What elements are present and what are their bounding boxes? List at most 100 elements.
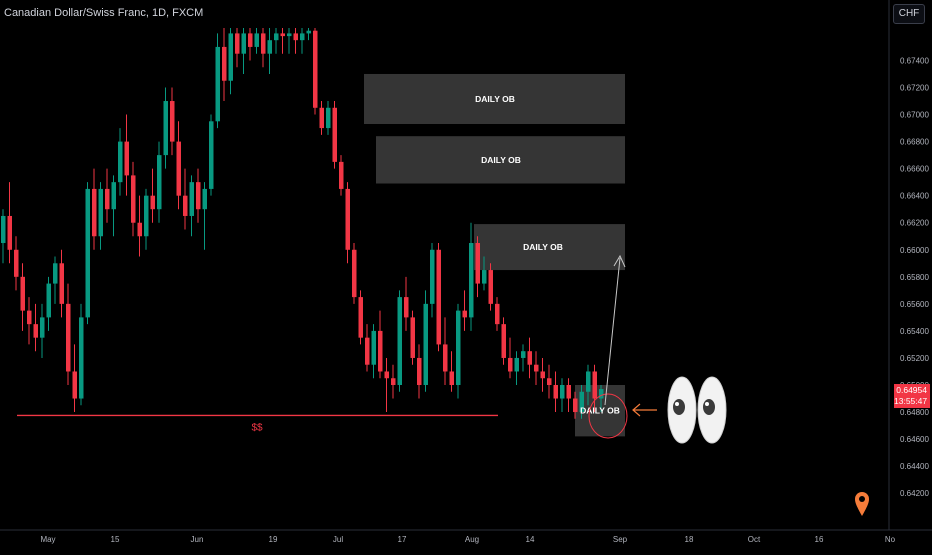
candle-body xyxy=(170,101,175,142)
candle-body xyxy=(521,351,526,358)
x-tick-label: 14 xyxy=(526,535,535,544)
location-pin-icon[interactable] xyxy=(855,492,869,516)
candle-body xyxy=(326,107,331,129)
candle-body xyxy=(118,141,123,183)
candle-body xyxy=(98,188,103,237)
candle-body xyxy=(462,310,467,318)
candle-body xyxy=(163,101,168,156)
candle-body xyxy=(553,385,558,399)
candle-body xyxy=(495,303,500,325)
pointer-arrow-head xyxy=(632,403,641,417)
candle-body xyxy=(436,249,441,345)
y-tick-label: 0.66600 xyxy=(900,165,929,174)
candle-body xyxy=(144,195,149,237)
y-tick-label: 0.67400 xyxy=(900,56,929,65)
y-tick-label: 0.64200 xyxy=(900,489,929,498)
x-tick-label: No xyxy=(885,535,896,544)
candle-body xyxy=(46,283,51,318)
candle-body xyxy=(280,33,285,37)
candle-body xyxy=(131,175,136,223)
x-tick-label: Jul xyxy=(333,535,343,544)
candle-body xyxy=(92,188,97,237)
candle-body xyxy=(534,364,539,372)
daily-ob-box xyxy=(376,136,625,184)
chart-title: Canadian Dollar/Swiss Franc, 1D, FXCM xyxy=(4,7,204,19)
candle-body xyxy=(514,357,519,372)
candle-body xyxy=(313,30,318,108)
candle-body xyxy=(566,385,571,399)
y-tick-label: 0.64600 xyxy=(900,435,929,444)
candle-body xyxy=(599,389,604,399)
y-tick-label: 0.65200 xyxy=(900,354,929,363)
x-tick-label: Aug xyxy=(465,535,479,544)
daily-ob-box xyxy=(474,224,625,271)
x-tick-label: 18 xyxy=(685,535,694,544)
candle-body xyxy=(66,303,71,372)
candle-body xyxy=(573,398,578,413)
candle-body xyxy=(33,324,38,338)
candle-body xyxy=(27,310,32,325)
candle-body xyxy=(560,385,565,399)
candle-body xyxy=(241,33,246,54)
location-pin-hole xyxy=(859,496,865,502)
candle-body xyxy=(443,344,448,372)
candle-body xyxy=(332,107,337,162)
candle-body xyxy=(105,188,110,210)
candle-body xyxy=(254,33,259,47)
candle-body xyxy=(261,33,266,54)
candle-body xyxy=(189,182,194,216)
candle-body xyxy=(248,33,253,47)
candle-body xyxy=(508,357,513,372)
daily-ob-label: DAILY OB xyxy=(580,406,620,416)
y-tick-label: 0.65800 xyxy=(900,273,929,282)
candle-body xyxy=(352,249,357,298)
x-tick-label: Sep xyxy=(613,535,628,544)
candle-body xyxy=(85,188,90,318)
candle-body xyxy=(527,351,532,365)
candle-body xyxy=(176,141,181,196)
candle-body xyxy=(456,310,461,385)
candle-body xyxy=(293,33,298,41)
highlight-circle xyxy=(588,393,628,439)
eye-pupil xyxy=(673,399,685,415)
candle-body xyxy=(1,215,6,244)
candle-body xyxy=(183,195,188,216)
candle-body xyxy=(365,337,370,365)
y-tick-label: 0.67200 xyxy=(900,84,929,93)
candle-body xyxy=(482,270,487,284)
y-tick-label: 0.66200 xyxy=(900,219,929,228)
candle-body xyxy=(391,378,396,385)
candle-body xyxy=(202,188,207,210)
candle-body xyxy=(40,317,45,338)
y-tick-label: 0.65600 xyxy=(900,300,929,309)
candle-body xyxy=(540,371,545,379)
y-tick-label: 0.65400 xyxy=(900,327,929,336)
y-tick-label: 0.66400 xyxy=(900,192,929,201)
eye-glint xyxy=(705,402,709,406)
candle-body xyxy=(345,188,350,250)
candle-body xyxy=(222,46,227,81)
target-arrow-line xyxy=(604,257,621,406)
candle-body xyxy=(287,33,292,37)
candle-body xyxy=(384,371,389,379)
candle-body xyxy=(430,249,435,304)
candle-body xyxy=(267,40,272,54)
candle-body xyxy=(319,107,324,129)
daily-ob-box xyxy=(364,73,625,125)
candle-body xyxy=(111,182,116,210)
candle-body xyxy=(124,141,129,176)
candle-body xyxy=(209,121,214,189)
last-price-tag: 0.64954 13:55:47 xyxy=(894,384,930,408)
candle-body xyxy=(215,46,220,122)
y-tick-label: 0.67000 xyxy=(900,111,929,120)
candle-body xyxy=(137,222,142,237)
candle-body xyxy=(72,371,77,399)
x-tick-label: May xyxy=(40,535,55,544)
y-tick-label: 0.66800 xyxy=(900,138,929,147)
candle-body xyxy=(423,303,428,385)
x-tick-label: Oct xyxy=(748,535,761,544)
currency-button[interactable]: CHF xyxy=(893,4,925,24)
candle-body xyxy=(547,378,552,385)
